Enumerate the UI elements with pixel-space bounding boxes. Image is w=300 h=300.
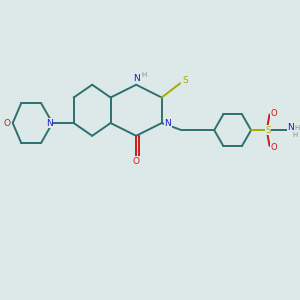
Text: O: O: [271, 143, 277, 152]
Text: N: N: [165, 118, 171, 127]
Text: H: H: [292, 132, 297, 138]
Text: O: O: [133, 157, 140, 166]
Text: S: S: [265, 126, 271, 135]
Text: H: H: [295, 125, 300, 131]
Text: O: O: [4, 118, 11, 127]
Text: O: O: [271, 109, 277, 118]
Text: H: H: [141, 72, 146, 78]
Text: S: S: [182, 76, 188, 85]
Text: N: N: [287, 123, 294, 132]
Text: N: N: [133, 74, 140, 83]
Text: N: N: [46, 118, 52, 127]
